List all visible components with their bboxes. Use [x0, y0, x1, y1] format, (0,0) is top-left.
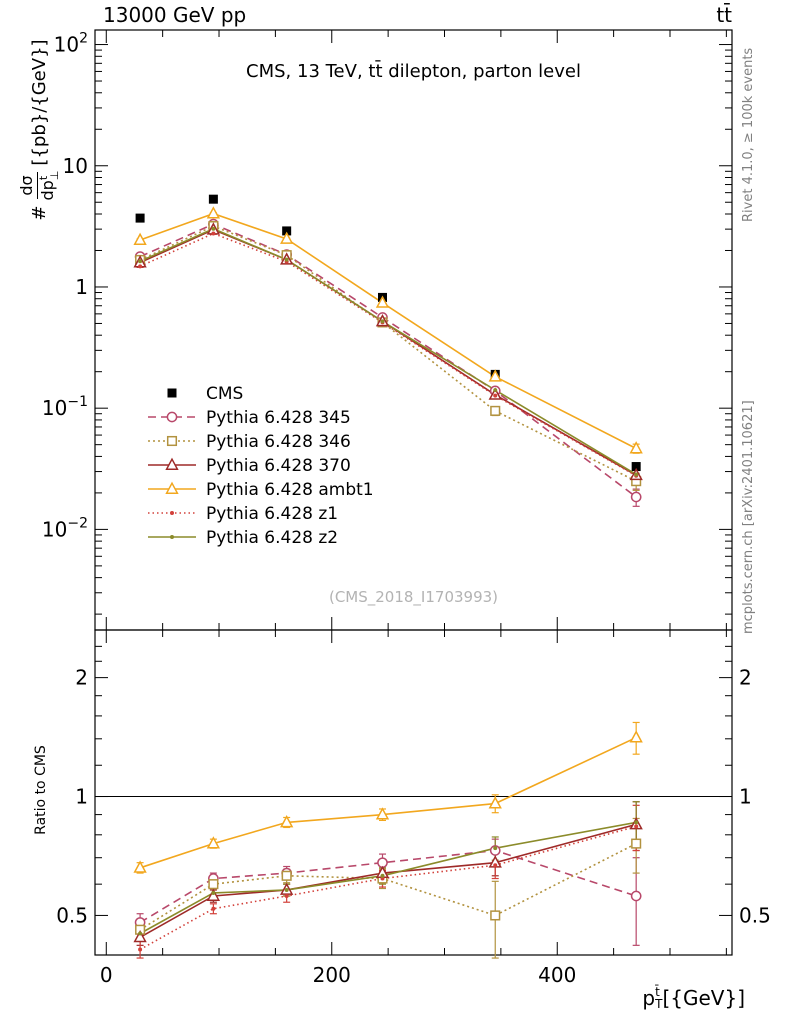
- svg-text:1: 1: [75, 785, 88, 809]
- x-label-units: [{GeV}]: [662, 986, 745, 1010]
- svg-text:10: 10: [63, 154, 88, 178]
- y-label-den-subsup: t̄ ⊥: [37, 170, 61, 181]
- svg-text:102: 102: [54, 31, 88, 57]
- y-label-den-base: dp: [38, 180, 58, 201]
- y-label-prefix: #: [28, 205, 50, 221]
- legend: CMS Pythia 6.428 345 Pythia 6.428 346 Pythi…: [148, 384, 374, 548]
- x-label-subsup: t̄ T: [655, 986, 662, 1010]
- legend-label: Pythia 6.428 346: [206, 432, 351, 452]
- svg-text:2: 2: [75, 666, 88, 690]
- legend-label: Pythia 6.428 345: [206, 408, 351, 428]
- svg-text:1: 1: [739, 785, 752, 809]
- process-label: tt̄: [716, 3, 732, 27]
- svg-text:10−2: 10−2: [42, 515, 88, 541]
- legend-label: Pythia 6.428 z2: [206, 528, 338, 548]
- x-label-sub: T: [655, 997, 663, 1011]
- svg-text:0.5: 0.5: [56, 903, 88, 927]
- axis-ticks: [95, 30, 732, 955]
- svg-text:400: 400: [538, 963, 576, 987]
- plot-frames: [94, 29, 733, 956]
- y-label-denominator: dp t̄ ⊥: [37, 170, 61, 201]
- legend-item: Pythia 6.428 ambt1: [148, 480, 374, 500]
- legend-item: Pythia 6.428 346: [148, 432, 351, 452]
- svg-text:2: 2: [739, 666, 752, 690]
- mcplots-arxiv-note: mcplots.cern.ch [arXiv:2401.10621]: [741, 400, 756, 634]
- y-axis-label-ratio: Ratio to CMS: [33, 745, 49, 835]
- y-label-units: [{pb}/{GeV}]: [28, 39, 50, 166]
- series-markers: [133, 194, 643, 952]
- legend-item: Pythia 6.428 370: [148, 456, 351, 476]
- legend-label: Pythia 6.428 370: [206, 456, 351, 476]
- svg-text:0: 0: [100, 963, 113, 987]
- legend-label: CMS: [206, 384, 243, 404]
- legend-label: Pythia 6.428 ambt1: [206, 480, 374, 500]
- x-label-base: p: [642, 986, 656, 1010]
- svg-text:200: 200: [313, 963, 351, 987]
- legend-item: Pythia 6.428 z1: [148, 504, 338, 524]
- x-axis-label: p t̄ T [{GeV}]: [495, 986, 745, 1010]
- analysis-id-watermark: (CMS_2018_I1703993): [328, 588, 499, 606]
- tick-labels: 102 10 1 10−1 10−2 0 200 400 2 2 1 1 0.5 0.5: [42, 31, 771, 987]
- y-label-fraction: dσ dp t̄ ⊥: [17, 170, 61, 201]
- y-label-den-sub: ⊥: [47, 170, 61, 181]
- x-label-sup: t̄: [655, 985, 660, 999]
- panel-title: CMS, 13 TeV, tt̄ dilepton, parton level: [246, 61, 581, 82]
- y-label-numerator: dσ: [17, 172, 38, 199]
- y-axis-label-main: # dσ dp t̄ ⊥ [{pb}/{GeV}]: [16, 10, 62, 250]
- legend-item: CMS: [167, 384, 243, 404]
- svg-text:1: 1: [75, 275, 88, 299]
- svg-text:0.5: 0.5: [739, 903, 771, 927]
- rivet-version-note: Rivet 4.1.0, ≥ 100k events: [741, 47, 756, 222]
- legend-label: Pythia 6.428 z1: [206, 504, 338, 524]
- legend-item: Pythia 6.428 z2: [148, 528, 338, 548]
- svg-text:10−1: 10−1: [42, 394, 88, 420]
- legend-item: Pythia 6.428 345: [148, 408, 351, 428]
- beam-energy-label: 13000 GeV pp: [103, 3, 247, 27]
